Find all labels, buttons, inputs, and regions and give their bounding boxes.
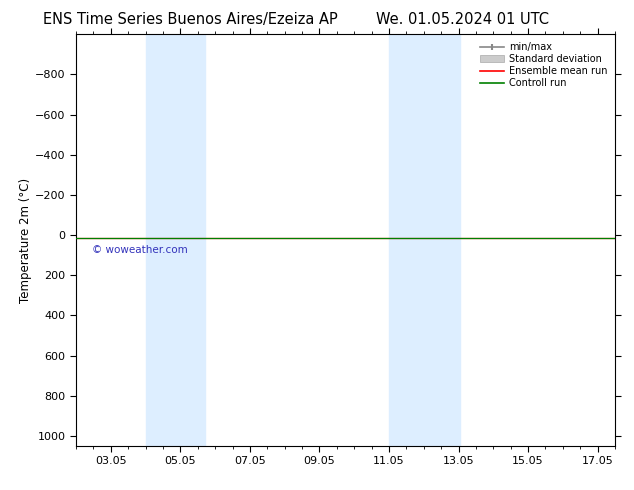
Text: © woweather.com: © woweather.com <box>93 245 188 255</box>
Y-axis label: Temperature 2m (°C): Temperature 2m (°C) <box>20 177 32 303</box>
Text: ENS Time Series Buenos Aires/Ezeiza AP: ENS Time Series Buenos Aires/Ezeiza AP <box>43 12 337 27</box>
Bar <box>146 34 205 446</box>
Bar <box>389 34 460 446</box>
Text: We. 01.05.2024 01 UTC: We. 01.05.2024 01 UTC <box>377 12 549 27</box>
Legend: min/max, Standard deviation, Ensemble mean run, Controll run: min/max, Standard deviation, Ensemble me… <box>477 39 610 91</box>
